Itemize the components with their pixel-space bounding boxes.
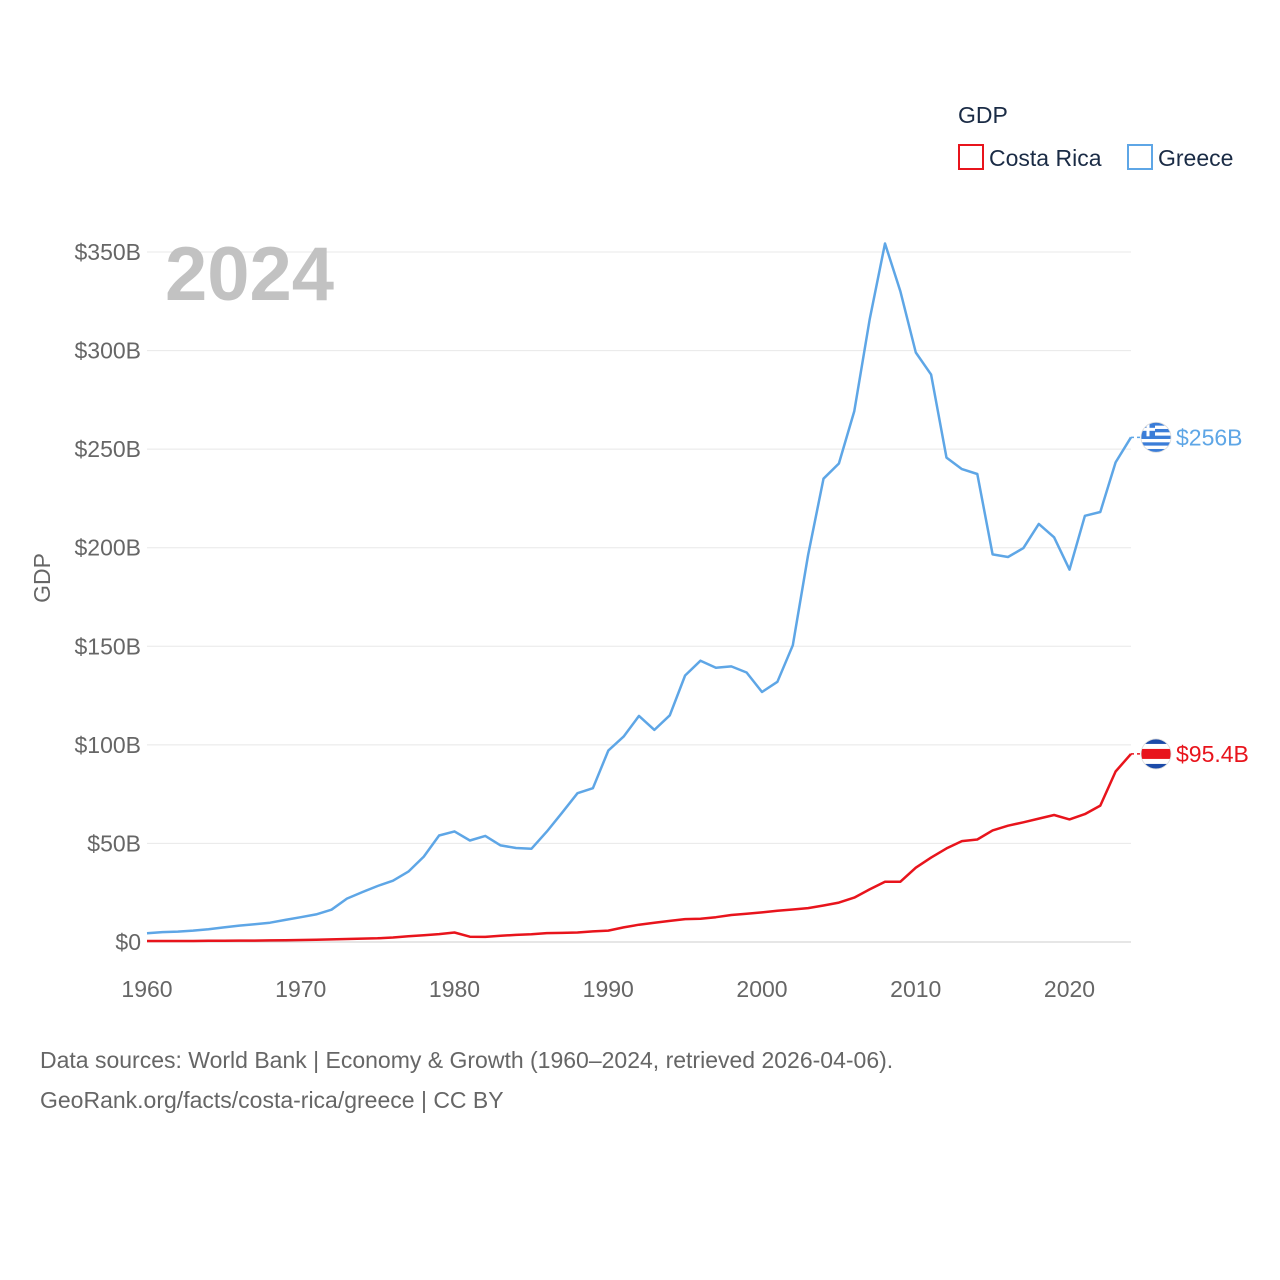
costa-rica-flag-icon	[1140, 738, 1172, 770]
y-tick-label: $100B	[74, 732, 141, 758]
legend-item-greece[interactable]: Greece	[1127, 144, 1233, 171]
series-line-costa-rica	[147, 753, 1132, 943]
series-line-greece	[146, 242, 1133, 935]
legend-label-costa-rica: Costa Rica	[989, 145, 1102, 171]
gridlines	[147, 251, 1131, 943]
legend[interactable]: GDP Costa Rica Greece	[958, 102, 1233, 171]
y-axis-label: GDP	[29, 553, 55, 603]
y-tick-label: $150B	[74, 633, 141, 659]
legend-swatch-greece	[1127, 144, 1153, 170]
y-tick-label: $0	[115, 929, 141, 955]
legend-label-greece: Greece	[1158, 145, 1233, 171]
x-tick-label: 1990	[583, 976, 634, 1002]
x-axis-ticks: 1960 1970 1980 1990 2000 2010 2020	[121, 976, 1095, 1002]
y-tick-label: $250B	[74, 436, 141, 462]
x-tick-label: 1960	[121, 976, 172, 1002]
x-tick-label: 1980	[429, 976, 480, 1002]
y-tick-label: $200B	[74, 535, 141, 561]
legend-title: GDP	[958, 102, 1008, 128]
x-tick-label: 2000	[736, 976, 787, 1002]
y-axis-ticks: $0 $50B $100B $150B $200B $250B $300B $350B	[74, 239, 141, 955]
legend-item-costa-rica[interactable]: Costa Rica	[958, 144, 1102, 171]
credit-text: GeoRank.org/facts/costa-rica/greece | CC…	[40, 1087, 504, 1113]
end-value-label-greece: $256B	[1176, 424, 1243, 450]
y-tick-label: $350B	[74, 239, 141, 265]
series-lines	[146, 242, 1133, 943]
y-tick-label: $50B	[87, 830, 141, 856]
year-label: 2024	[165, 232, 334, 317]
legend-swatch-costa-rica	[958, 144, 984, 170]
x-tick-label: 2020	[1044, 976, 1095, 1002]
x-tick-label: 2010	[890, 976, 941, 1002]
x-tick-label: 1970	[275, 976, 326, 1002]
greece-flag-icon	[1140, 421, 1172, 453]
footer: Data sources: World Bank | Economy & Gro…	[40, 1040, 893, 1120]
y-tick-label: $300B	[74, 338, 141, 364]
data-source-text: Data sources: World Bank | Economy & Gro…	[40, 1047, 894, 1073]
end-markers: $95.4B $256B	[1131, 421, 1249, 770]
end-value-label-costa-rica: $95.4B	[1176, 741, 1249, 767]
